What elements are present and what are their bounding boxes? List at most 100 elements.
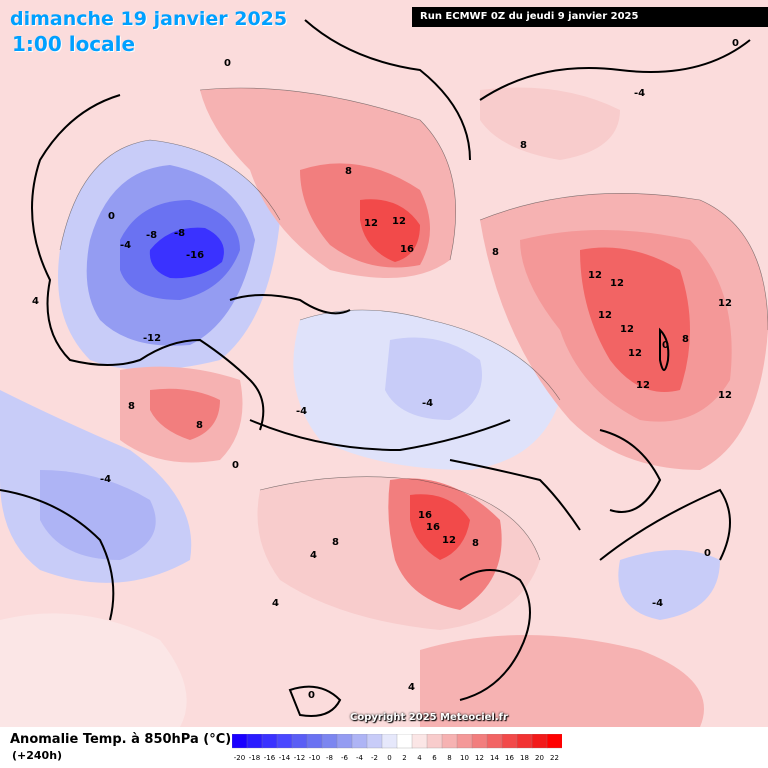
contour-label: 8: [196, 420, 203, 431]
legend-swatch: [321, 734, 338, 749]
legend-swatch: [261, 734, 278, 749]
legend-tick-label: 12: [475, 754, 484, 762]
cold-anomaly-east-asia: [618, 550, 720, 620]
legend-swatch: [351, 734, 368, 749]
contour-label: 4: [32, 296, 39, 307]
legend-swatch: [501, 734, 518, 749]
legend-tick-label: -18: [249, 754, 260, 762]
contour-label: -4: [100, 474, 111, 485]
copyright-notice: Copyright 2025 Meteociel.fr: [350, 712, 508, 723]
contour-label: 12: [718, 390, 732, 401]
coastlines: [0, 19, 751, 717]
legend-swatch: [456, 734, 473, 749]
forecast-time: 1:00 locale: [12, 32, 136, 56]
contour-label: -4: [120, 240, 131, 251]
legend-swatch: [441, 734, 458, 749]
legend-swatch: [471, 734, 488, 749]
legend-swatch: [426, 734, 443, 749]
legend-swatch: [336, 734, 353, 749]
legend-swatch: [381, 734, 398, 749]
legend-tick-label: -2: [371, 754, 378, 762]
model-run-banner: Run ECMWF 0Z du jeudi 9 janvier 2025: [412, 7, 768, 27]
legend-tick-label: 0: [387, 754, 391, 762]
contour-label: 12: [598, 310, 612, 321]
contour-label: 8: [492, 247, 499, 258]
contour-label: 0: [108, 211, 115, 222]
contour-label: -4: [422, 398, 433, 409]
contour-label: 8: [332, 537, 339, 548]
contour-label: 12: [442, 535, 456, 546]
legend-swatch: [411, 734, 428, 749]
contour-label: 12: [588, 270, 602, 281]
contour-value-labels: -16 -12 -8 -8 -4 -4 0 0 12 12 16 8 8 8 1…: [32, 38, 739, 701]
legend-tick-label: -14: [279, 754, 291, 762]
contour-label: 8: [520, 140, 527, 151]
cold-anomaly-north-america: [58, 140, 280, 370]
contour-label: -4: [652, 598, 663, 609]
contour-label: 4: [272, 598, 279, 609]
contour-label: 12: [364, 218, 378, 229]
legend-swatch: [246, 734, 263, 749]
legend-tick-label: -6: [341, 754, 349, 762]
legend-swatch: [516, 734, 533, 749]
warm-anomaly-north-atlantic: [200, 88, 456, 278]
legend-tick-label: -8: [326, 754, 333, 762]
legend-swatch: [531, 734, 548, 749]
legend-tick-label: -20: [234, 754, 245, 762]
contour-label: 12: [392, 216, 406, 227]
contour-label: 12: [610, 278, 624, 289]
legend-tick-label: 18: [520, 754, 529, 762]
contour-label: 0: [662, 340, 669, 351]
legend-tick-label: 8: [447, 754, 451, 762]
legend-tick-label: 2: [402, 754, 406, 762]
contour-label: 0: [704, 548, 711, 559]
warm-anomaly-middle-east: [257, 476, 540, 630]
contour-label: 0: [732, 38, 739, 49]
lead-time: (+240h): [12, 749, 63, 762]
contour-label: 16: [400, 244, 414, 255]
variable-title: Anomalie Temp. à 850hPa (°C): [10, 732, 232, 747]
contour-label: -4: [634, 88, 645, 99]
color-scale-legend: -20 -18 -16 -14 -12 -10 -8 -6 -4 -2 0 2 4 6 8 10 12 14 16 1…: [232, 734, 562, 762]
legend-swatch: [306, 734, 323, 749]
legend-tick-label: -16: [264, 754, 276, 762]
contour-label: 12: [636, 380, 650, 391]
legend-swatch: [232, 734, 248, 749]
warm-anomaly-atlantic: [120, 366, 243, 463]
contour-label: 8: [472, 538, 479, 549]
contour-label: 8: [345, 166, 352, 177]
contour-label: -8: [174, 228, 185, 239]
legend-swatch: [366, 734, 383, 749]
contour-label: 12: [718, 298, 732, 309]
cold-anomaly-pacific: [0, 390, 192, 583]
contour-label: -8: [146, 230, 157, 241]
contour-label: 16: [418, 510, 432, 521]
legend-tick-label: 6: [432, 754, 437, 762]
legend-tick-label: 10: [460, 754, 469, 762]
contour-label: 8: [682, 334, 689, 345]
contour-label: 4: [408, 682, 415, 693]
temperature-anomaly-map: -16 -12 -8 -8 -4 -4 0 0 12 12 16 8 8 8 1…: [0, 0, 768, 727]
legend-tick-label: 14: [490, 754, 499, 762]
legend-tick-label: 4: [417, 754, 422, 762]
legend-tick-label: -4: [356, 754, 364, 762]
legend-swatch: [291, 734, 308, 749]
legend-tick-label: 16: [505, 754, 514, 762]
legend-swatch: [396, 734, 413, 749]
contour-label: 4: [310, 550, 317, 561]
contour-label: 0: [224, 58, 231, 69]
legend-swatch: [276, 734, 293, 749]
legend-tick-label: 20: [535, 754, 544, 762]
contour-label: 0: [308, 690, 315, 701]
cold-anomaly-arctic: [293, 310, 560, 470]
warm-anomaly-siberia: [480, 87, 768, 471]
legend-swatch: [486, 734, 503, 749]
contour-label: -4: [296, 406, 307, 417]
contour-label: 12: [628, 348, 642, 359]
legend-swatch: [546, 734, 562, 749]
contour-label: -12: [143, 333, 161, 344]
legend-tick-label: 22: [550, 754, 559, 762]
contour-label: 16: [426, 522, 440, 533]
legend-tick-label: -12: [294, 754, 305, 762]
warm-anomaly-south: [0, 613, 704, 727]
